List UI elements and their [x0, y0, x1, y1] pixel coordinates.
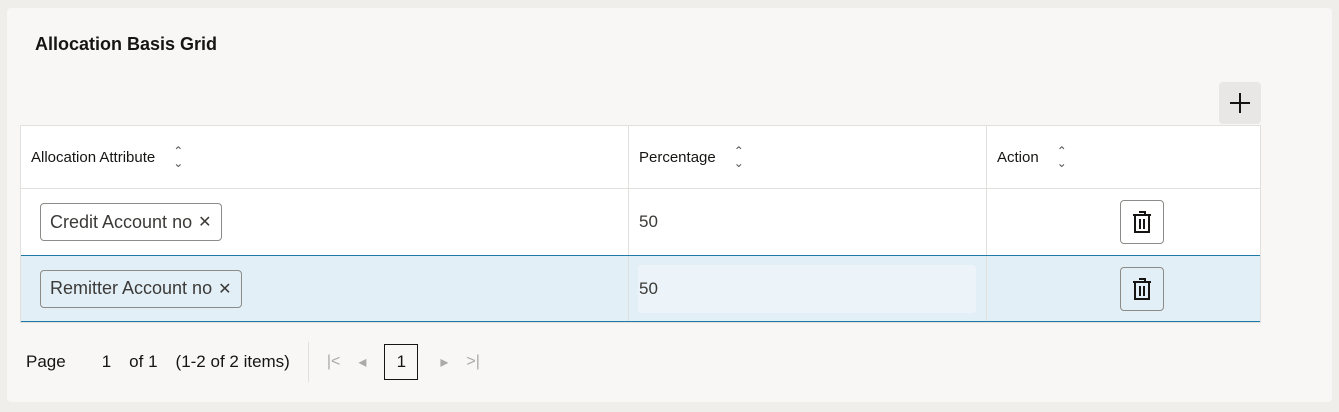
attribute-cell: Remitter Account no ✕: [21, 256, 629, 321]
remove-chip-icon[interactable]: ✕: [198, 214, 212, 231]
sort-icon[interactable]: ⌃ ⌄: [1056, 144, 1067, 170]
plus-icon: [1230, 93, 1250, 113]
divider: [307, 342, 309, 382]
table-row-selected[interactable]: Remitter Account no ✕ 50: [21, 255, 1260, 322]
next-page-icon[interactable]: ▸: [440, 354, 449, 371]
remove-chip-icon[interactable]: ✕: [218, 280, 232, 298]
chip-label: Credit Account no: [50, 211, 193, 232]
attribute-chip[interactable]: Credit Account no ✕: [40, 203, 222, 241]
table-header: Allocation Attribute ⌃ ⌄ Percentage ⌃ ⌄ Acti…: [21, 126, 1260, 188]
last-page-icon[interactable]: >|: [466, 353, 480, 370]
column-header-action[interactable]: Action ⌃ ⌄: [987, 126, 1260, 188]
sort-icon[interactable]: ⌃ ⌄: [173, 144, 184, 170]
allocation-basis-panel: Allocation Basis Grid Allocation Attribu…: [7, 8, 1332, 402]
page-number-input[interactable]: 1: [101, 352, 112, 371]
allocation-grid: Allocation Attribute ⌃ ⌄ Percentage ⌃ ⌄ Acti…: [20, 125, 1261, 323]
percentage-cell[interactable]: 50: [629, 189, 987, 255]
page-label: Page: [26, 352, 66, 371]
pagination: Page 1 of 1 (1-2 of 2 items) |< ◂ 1 ▸ >|: [26, 342, 498, 382]
percentage-cell: 50: [629, 256, 987, 321]
page-title: Allocation Basis Grid: [35, 34, 218, 54]
percentage-input[interactable]: 50: [638, 264, 976, 313]
column-header-attribute[interactable]: Allocation Attribute ⌃ ⌄: [21, 126, 629, 188]
trash-icon: [1132, 211, 1151, 233]
add-row-button[interactable]: [1219, 82, 1261, 124]
attribute-cell: Credit Account no ✕: [21, 189, 629, 255]
item-range: (1-2 of 2 items): [175, 352, 290, 371]
page-total: of 1: [129, 352, 158, 371]
action-cell: [987, 256, 1260, 321]
header-label: Action: [997, 148, 1039, 166]
header-label: Allocation Attribute: [31, 148, 156, 166]
delete-row-button[interactable]: [1119, 200, 1164, 244]
page-button-current[interactable]: 1: [384, 344, 419, 380]
delete-row-button[interactable]: [1119, 266, 1164, 311]
trash-icon: [1132, 277, 1151, 300]
chip-label: Remitter Account no: [50, 278, 213, 298]
first-page-icon[interactable]: |<: [326, 353, 341, 370]
action-cell: [987, 189, 1260, 255]
table-row[interactable]: Credit Account no ✕ 50: [21, 188, 1260, 255]
sort-icon[interactable]: ⌃ ⌄: [733, 144, 744, 170]
column-header-percentage[interactable]: Percentage ⌃ ⌄: [629, 126, 987, 188]
previous-page-icon[interactable]: ◂: [358, 354, 367, 371]
header-label: Percentage: [639, 148, 716, 166]
attribute-chip[interactable]: Remitter Account no ✕: [40, 269, 242, 308]
